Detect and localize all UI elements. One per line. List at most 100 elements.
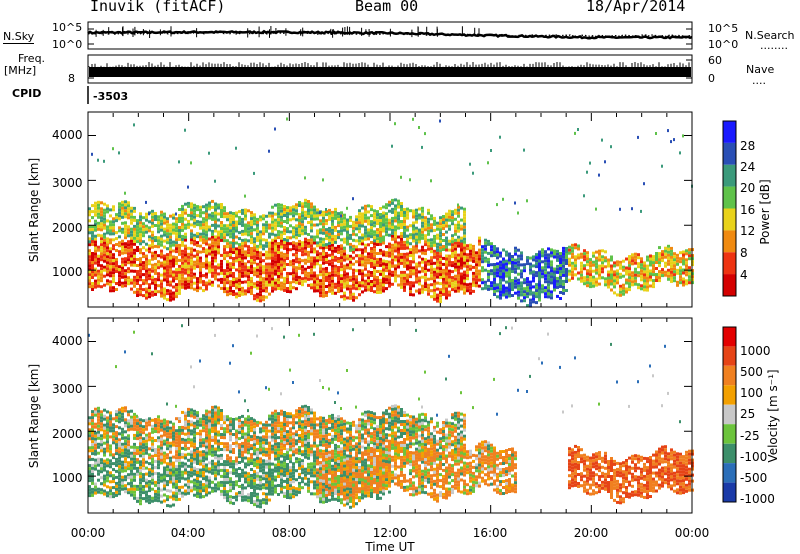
heatmap-cell — [547, 292, 550, 296]
heatmap-cell — [310, 265, 313, 269]
heatmap-cell — [178, 273, 181, 277]
heatmap-cell — [550, 251, 553, 255]
heatmap-cell — [118, 414, 121, 418]
heatmap-cell — [634, 258, 637, 262]
heatmap-cell — [97, 224, 100, 228]
heatmap-cell — [607, 285, 610, 289]
heatmap-cell — [220, 268, 223, 272]
heatmap-cell — [505, 271, 508, 275]
heatmap-cell — [493, 272, 496, 275]
heatmap-cell — [277, 272, 280, 275]
heatmap-cell — [103, 238, 106, 242]
heatmap-cell — [133, 463, 136, 467]
heatmap-cell — [196, 447, 199, 451]
heatmap-cell — [256, 271, 259, 275]
heatmap-cell — [181, 219, 184, 223]
heatmap-cell — [454, 277, 457, 281]
heatmap-cell — [391, 261, 394, 265]
freq-panel-ticks — [88, 59, 692, 79]
heatmap-cell — [592, 260, 595, 264]
heatmap-cell — [448, 209, 451, 213]
heatmap-cell — [94, 488, 97, 492]
heatmap-cell — [463, 207, 466, 211]
heatmap-cell — [250, 271, 253, 274]
heatmap-cell — [217, 224, 220, 228]
heatmap-cell — [325, 267, 328, 270]
heatmap-cell — [226, 427, 229, 431]
heatmap-cell — [508, 273, 511, 277]
heatmap-cell — [649, 269, 652, 273]
heatmap-cell — [199, 286, 202, 290]
heatmap-cell — [172, 461, 175, 465]
heatmap-cell — [157, 230, 160, 234]
heatmap-cell — [259, 218, 262, 222]
heatmap-cell — [145, 224, 148, 228]
heatmap-cell — [478, 272, 481, 276]
heatmap-cell — [208, 449, 211, 453]
heatmap-cell — [499, 260, 502, 264]
heatmap-cell — [199, 450, 202, 454]
heatmap-cell — [223, 254, 226, 258]
heatmap-cell — [172, 213, 175, 217]
heatmap-cell — [160, 449, 163, 453]
heatmap-cell — [559, 282, 562, 285]
heatmap-cell — [127, 204, 130, 208]
heatmap-cell — [190, 259, 193, 263]
heatmap-cell — [553, 282, 556, 286]
heatmap-cell — [193, 215, 196, 219]
heatmap-cell — [232, 212, 235, 215]
heatmap-cell — [157, 427, 160, 431]
heatmap-cell — [241, 229, 244, 233]
heatmap-cell — [376, 285, 379, 288]
heatmap-cell — [277, 233, 280, 237]
heatmap-cell — [163, 215, 166, 219]
heatmap-cell — [154, 286, 157, 290]
heatmap-cell — [187, 279, 190, 283]
heatmap-cell — [130, 245, 133, 249]
heatmap-cell — [634, 252, 637, 256]
heatmap-cell — [457, 208, 460, 212]
heatmap-cell — [223, 493, 226, 497]
heatmap-cell — [454, 223, 457, 227]
heatmap-cell — [196, 471, 199, 474]
heatmap-cell — [130, 209, 133, 213]
heatmap-cell — [340, 214, 342, 218]
heatmap-cell — [106, 207, 109, 211]
heatmap-cell — [601, 255, 604, 259]
heatmap-cell — [118, 235, 121, 239]
heatmap-cell — [250, 286, 253, 289]
heatmap-cell — [349, 284, 352, 288]
heatmap-cell — [223, 487, 226, 491]
heatmap-cell — [394, 225, 397, 229]
freq-unit-label: [MHz] — [4, 64, 37, 77]
heatmap-cell — [172, 434, 175, 438]
heatmap-cell — [463, 213, 466, 217]
heatmap-cell — [574, 255, 577, 259]
heatmap-cell — [91, 204, 94, 208]
heatmap-cell — [232, 451, 235, 454]
heatmap-cell — [373, 245, 376, 249]
heatmap-cell — [418, 234, 421, 238]
heatmap-cell — [337, 287, 340, 290]
heatmap-cell — [337, 257, 340, 260]
heatmap-cell — [343, 249, 346, 253]
heatmap-cell — [652, 255, 655, 259]
heatmap-cell — [643, 282, 646, 286]
heatmap-cell — [400, 285, 403, 289]
heatmap-cell — [106, 476, 109, 480]
heatmap-cell — [508, 294, 511, 298]
heatmap-cell — [187, 282, 190, 286]
heatmap-cell — [577, 253, 580, 257]
heatmap-cell — [199, 429, 202, 433]
heatmap-cell — [241, 208, 244, 212]
heatmap-cell — [256, 235, 259, 239]
heatmap-cell — [652, 282, 655, 286]
heatmap-cell — [265, 250, 268, 254]
heatmap-cell — [511, 294, 514, 297]
heatmap-cell — [625, 257, 628, 261]
heatmap-cell — [214, 205, 217, 209]
heatmap-cell — [616, 272, 619, 276]
heatmap-cell — [319, 240, 322, 244]
heatmap-cell — [367, 282, 370, 286]
heatmap-cell — [265, 271, 268, 275]
